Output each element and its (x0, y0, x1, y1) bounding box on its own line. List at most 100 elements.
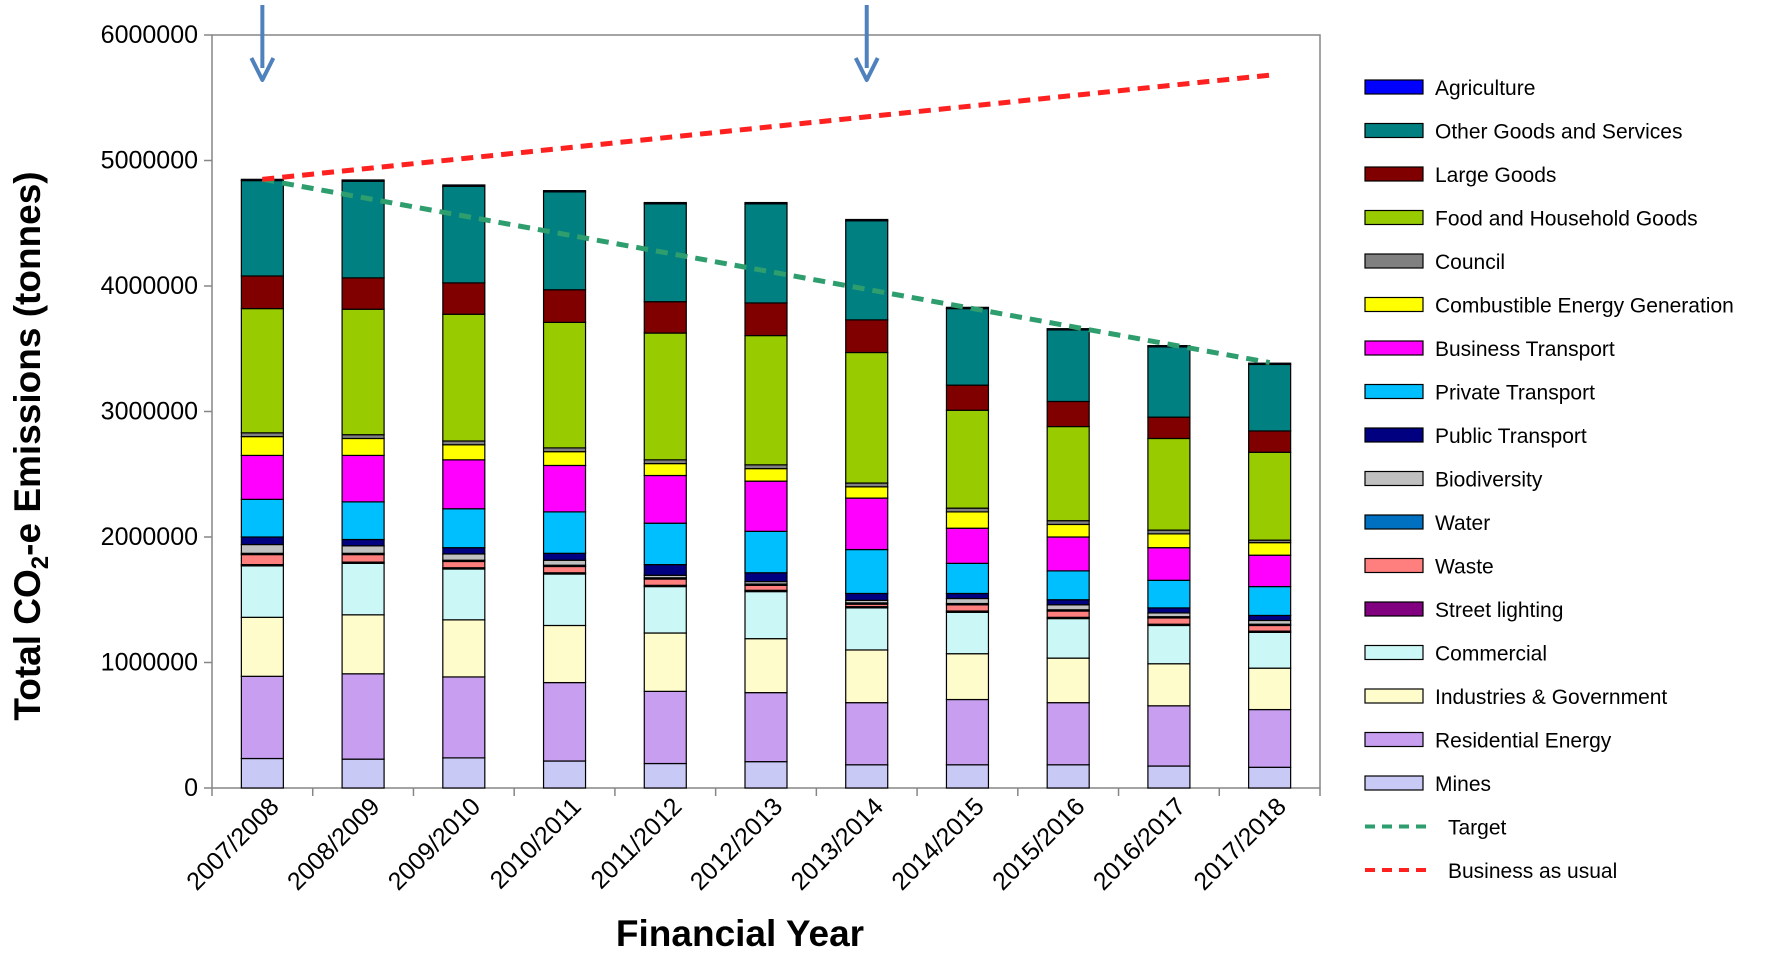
bar-segment (542, 289, 587, 323)
bar-segment (542, 681, 587, 762)
bar-segment (240, 543, 284, 554)
bar-segment (341, 553, 385, 563)
series-mines (240, 757, 1292, 789)
legend-swatch (1364, 557, 1424, 574)
x-tick-label: 2009/2010 (383, 792, 486, 895)
bar-segment (341, 538, 385, 547)
bar-segment (341, 545, 385, 554)
bar-segment (1046, 764, 1090, 789)
bar-segment (643, 632, 687, 692)
bar-segment (845, 548, 889, 595)
bar-segment (1046, 599, 1090, 606)
bar-segment (845, 497, 889, 551)
series-waste (240, 553, 1292, 632)
bar-segment (240, 553, 284, 566)
legend-item-business-as-usual: Business as usual (1365, 860, 1617, 883)
legend-label: Private Transport (1435, 382, 1595, 405)
y-tick-label: 0 (184, 774, 198, 802)
bar-segment (945, 527, 990, 564)
legend-item-large-goods: Large Goods (1364, 164, 1556, 187)
bar-segment (542, 191, 587, 291)
legend-label: Council (1435, 251, 1505, 274)
bar-segment (1046, 329, 1090, 403)
bar-segment (845, 649, 889, 704)
bar-segment (744, 590, 788, 640)
y-tick-label: 4000000 (101, 272, 198, 300)
bar-segment (643, 690, 687, 765)
bar-segment (643, 578, 687, 586)
legend-label: Combustible Energy Generation (1435, 295, 1734, 318)
bar-segment (1248, 554, 1292, 588)
bar-segment (542, 451, 587, 467)
bar-segment (1046, 617, 1090, 659)
bar-segment (442, 282, 486, 315)
legend-swatch (1364, 427, 1424, 443)
bar-segment (442, 444, 486, 461)
bar-segment (744, 203, 788, 304)
arrow-marker-head (249, 57, 276, 82)
bar-segment (1248, 708, 1292, 768)
bar-segment (643, 332, 687, 461)
bar-segment (1248, 624, 1292, 632)
bar-segment (643, 462, 687, 477)
legend-label: Food and Household Goods (1435, 208, 1698, 231)
bar-segment (240, 498, 284, 538)
legend-label: Street lighting (1435, 599, 1563, 622)
series-other-goods-and-services (240, 179, 1292, 432)
bar-segment (240, 536, 284, 546)
legend-swatch (1364, 514, 1424, 530)
bar-segment (1248, 362, 1292, 366)
bar-segment (1046, 702, 1090, 766)
bar-segment (1147, 416, 1191, 440)
legend-item-mines: Mines (1364, 773, 1491, 796)
bar-segment (643, 474, 687, 524)
y-tick-label: 1000000 (101, 649, 198, 677)
x-tick-label: 2010/2011 (485, 792, 587, 894)
bar-segment (542, 464, 587, 513)
bar-segment (442, 568, 486, 621)
bar-segment (442, 560, 486, 569)
series-business-transport (240, 454, 1292, 588)
bar-segment (845, 607, 889, 651)
bar-segment (542, 760, 587, 789)
bar-segment (1248, 430, 1292, 453)
y-tick-label: 3000000 (101, 398, 198, 426)
legend-item-council: Council (1364, 251, 1505, 274)
x-tick-label: 2011/2012 (585, 792, 687, 894)
bar-segment (1046, 604, 1090, 611)
bar-segment (341, 614, 385, 675)
legend-swatch (1364, 383, 1424, 400)
bar-segment (341, 562, 385, 616)
bar-segment (1248, 667, 1292, 711)
bar-segment (1046, 328, 1090, 331)
bar-segment (1147, 765, 1191, 789)
bar-segment (945, 611, 990, 655)
bar-segment (1147, 547, 1191, 581)
bar-segment (341, 179, 385, 182)
bar-segment (1046, 570, 1090, 601)
bar-segment (341, 437, 385, 457)
bar-segment (744, 334, 788, 466)
bar-segment (1046, 536, 1090, 572)
y-tick-label: 6000000 (101, 21, 198, 49)
bar-segment (1147, 607, 1191, 614)
legend-label: Waste (1435, 556, 1494, 579)
bar-segment (442, 313, 486, 442)
bar-segment (1046, 657, 1090, 704)
bar-segment (240, 675, 284, 760)
bar-segment (945, 306, 990, 310)
x-tick-label: 2012/2013 (685, 792, 788, 895)
bar-segment (1248, 363, 1292, 432)
legend-label: Residential Energy (1435, 730, 1612, 753)
legend-item-industries-government: Industries & Government (1364, 686, 1667, 709)
bar-segment (845, 764, 889, 789)
bar-segment (442, 757, 486, 789)
x-tick-label: 2014/2015 (886, 792, 989, 895)
y-axis-title-container: Total CO2-e Emissions (tonnes) (0, 0, 60, 969)
bar-segment (945, 698, 990, 766)
bar-segment (442, 619, 486, 678)
legend-swatch (1364, 688, 1424, 704)
bar-segment (744, 572, 788, 583)
series-industries-government (240, 614, 1292, 711)
bar-segment (1147, 663, 1191, 707)
